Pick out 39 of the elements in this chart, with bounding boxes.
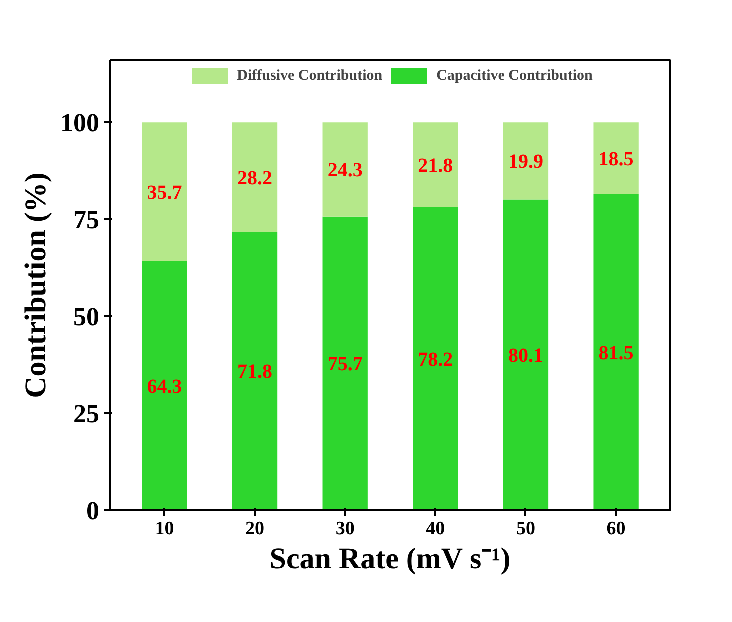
x-tick-label: 40 <box>426 518 446 540</box>
data-label: 71.8 <box>238 361 273 384</box>
legend-label: Capacitive Contribution <box>436 68 593 84</box>
x-tick-label: 10 <box>155 518 174 540</box>
bar <box>503 200 549 510</box>
data-label: 18.5 <box>598 148 634 170</box>
y-tick-label: 75 <box>74 206 100 235</box>
bar <box>142 122 188 262</box>
data-label: 78.2 <box>418 348 454 371</box>
x-tick-label: 30 <box>336 518 355 540</box>
data-label: 21.8 <box>418 154 454 177</box>
y-tick-label: 0 <box>86 496 100 526</box>
data-label: 24.3 <box>328 160 363 182</box>
data-label: 75.7 <box>328 354 363 376</box>
y-tick-label: 25 <box>74 400 100 429</box>
data-label: 35.7 <box>147 182 182 204</box>
bar <box>413 122 458 208</box>
bar <box>503 122 549 200</box>
data-label: 28.2 <box>238 167 273 190</box>
bar <box>142 261 188 510</box>
x-tick-label: 60 <box>606 518 626 540</box>
data-label: 19.9 <box>508 151 544 174</box>
data-label: 80.1 <box>508 345 544 368</box>
bar <box>594 122 639 194</box>
data-label: 64.3 <box>147 376 182 398</box>
y-axis-title: Contribution (%) <box>20 172 52 398</box>
x-axis-title: Scan Rate (mV s⁻¹) <box>270 542 511 576</box>
bar <box>232 122 278 232</box>
data-label: 81.5 <box>598 342 634 364</box>
y-tick-label: 100 <box>60 108 100 138</box>
bar <box>232 232 278 510</box>
bar <box>594 194 639 510</box>
legend-label: Diffusive Contribution <box>237 68 383 84</box>
bar <box>413 207 458 510</box>
x-tick-label: 20 <box>246 518 265 540</box>
bar <box>322 122 368 217</box>
y-tick-label: 50 <box>74 302 100 332</box>
bar <box>322 216 368 510</box>
x-tick-label: 50 <box>516 518 536 540</box>
